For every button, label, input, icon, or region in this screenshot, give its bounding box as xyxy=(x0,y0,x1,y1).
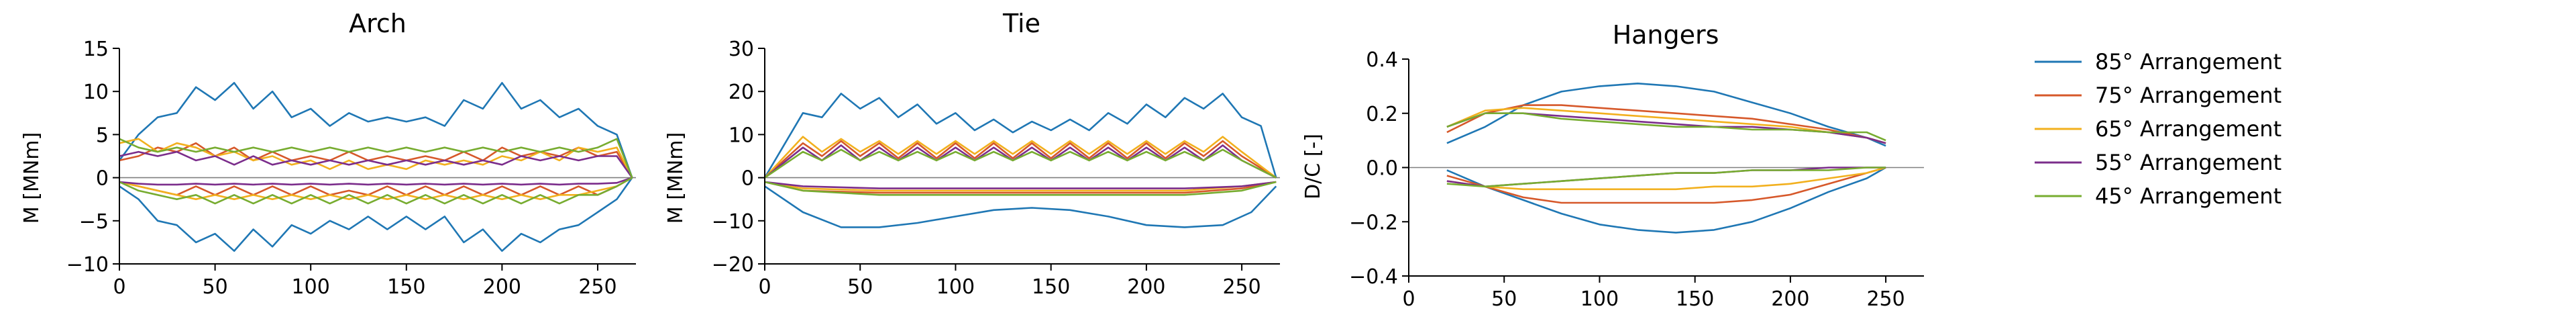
tie-x-tick-label: 250 xyxy=(1222,275,1260,299)
arch-ylabel: M [MNm] xyxy=(20,132,44,224)
tie-x-ticks: 0 50 100 150 200 250 xyxy=(758,264,1261,299)
hangers-series-group xyxy=(1446,83,1886,234)
hangers-y-tick-label: −0.2 xyxy=(1349,211,1398,234)
legend-item: 75° Arrangement xyxy=(2035,83,2282,108)
hangers-chart: Hangers D/C [-] −0.4 −0.2 0.0 0.2 0.4 0 50 100… xyxy=(1301,20,1924,311)
hangers-series-line xyxy=(1446,167,1886,234)
arch-chart: Arch M [MNm] −10 −5 0 5 10 15 0 50 100 150 200 250 xyxy=(20,9,636,299)
hangers-series-line xyxy=(1446,112,1886,142)
arch-series-line xyxy=(118,82,633,179)
arch-x-ticks: 0 50 100 150 200 250 xyxy=(113,264,617,299)
tie-x-tick-label: 0 xyxy=(758,275,771,299)
arch-series-line xyxy=(119,177,633,205)
arch-x-tick-label: 50 xyxy=(202,275,227,299)
arch-y-tick-label: −5 xyxy=(79,210,109,234)
arch-y-tick-label: 5 xyxy=(96,124,109,147)
tie-x-tick-label: 150 xyxy=(1032,275,1070,299)
hangers-x-tick-label: 250 xyxy=(1866,287,1904,311)
hangers-x-tick-label: 50 xyxy=(1491,287,1517,311)
hangers-y-tick-label: 0.2 xyxy=(1366,103,1398,126)
hangers-y-tick-label: 0.4 xyxy=(1366,48,1398,72)
arch-y-ticks: −10 −5 0 5 10 15 xyxy=(66,38,119,277)
arch-x-tick-label: 200 xyxy=(483,275,521,299)
hangers-x-tick-label: 0 xyxy=(1402,287,1415,311)
hangers-x-tick-label: 150 xyxy=(1676,287,1714,311)
hangers-x-tick-label: 200 xyxy=(1771,287,1809,311)
tie-chart: Tie M [MNm] −20 −10 0 10 20 30 0 50 100 150 200 25… xyxy=(664,9,1280,299)
tie-y-ticks: −20 −10 0 10 20 30 xyxy=(712,38,765,277)
arch-series-line xyxy=(119,177,633,186)
hangers-series-line xyxy=(1446,167,1886,204)
arch-series-line xyxy=(119,177,633,196)
arch-series-line xyxy=(119,138,633,179)
hangers-title: Hangers xyxy=(1613,20,1719,50)
tie-x-tick-label: 200 xyxy=(1127,275,1165,299)
tie-series-line xyxy=(764,148,1277,179)
tie-series-line xyxy=(764,140,1277,179)
tie-series-line xyxy=(763,93,1277,179)
legend-item: 85° Arrangement xyxy=(2035,49,2282,75)
arch-x-tick-label: 250 xyxy=(578,275,616,299)
hangers-y-ticks: −0.4 −0.2 0.0 0.2 0.4 xyxy=(1349,48,1409,289)
hangers-x-ticks: 0 50 100 150 200 250 xyxy=(1402,276,1905,311)
arch-series-line xyxy=(119,138,633,179)
hangers-series-line xyxy=(1446,167,1886,188)
hangers-y-tick-label: −0.4 xyxy=(1349,265,1398,289)
tie-x-tick-label: 50 xyxy=(847,275,873,299)
legend-label: 65° Arrangement xyxy=(2095,116,2282,142)
tie-title: Tie xyxy=(1002,9,1040,38)
legend-label: 85° Arrangement xyxy=(2095,49,2282,75)
tie-series-line xyxy=(764,185,1277,228)
arch-y-tick-label: 10 xyxy=(83,81,109,104)
arch-x-tick-label: 150 xyxy=(387,275,425,299)
tie-series-group xyxy=(763,93,1277,228)
tie-series-line xyxy=(764,181,1277,189)
tie-y-tick-label: 20 xyxy=(729,81,754,104)
tie-ylabel: M [MNm] xyxy=(664,132,688,224)
legend-item: 55° Arrangement xyxy=(2035,150,2282,175)
hangers-series-line xyxy=(1446,104,1886,144)
hangers-series-line xyxy=(1446,167,1886,191)
tie-series-line xyxy=(764,181,1277,196)
arch-series-line xyxy=(119,177,633,252)
legend-label: 75° Arrangement xyxy=(2095,83,2282,108)
arch-series-line xyxy=(119,177,633,201)
tie-series-line xyxy=(764,181,1277,192)
tie-x-tick-label: 100 xyxy=(936,275,975,299)
arch-title: Arch xyxy=(349,9,407,38)
tie-y-tick-label: 30 xyxy=(729,38,754,61)
hangers-x-tick-label: 100 xyxy=(1580,287,1619,311)
arch-series-group xyxy=(118,82,633,252)
tie-y-tick-label: −10 xyxy=(712,210,754,234)
legend-label: 45° Arrangement xyxy=(2095,183,2282,209)
arch-x-tick-label: 0 xyxy=(113,275,125,299)
tie-y-tick-label: 0 xyxy=(741,167,754,191)
arch-y-tick-label: 15 xyxy=(83,38,109,61)
hangers-ylabel: D/C [-] xyxy=(1301,134,1325,199)
legend-item: 65° Arrangement xyxy=(2035,116,2282,142)
tie-y-tick-label: 10 xyxy=(729,124,754,147)
tie-series-line xyxy=(764,136,1277,179)
legend-label: 55° Arrangement xyxy=(2095,150,2282,175)
hangers-series-line xyxy=(1446,83,1886,147)
arch-y-tick-label: −10 xyxy=(66,253,109,277)
hangers-y-tick-label: 0.0 xyxy=(1366,157,1398,181)
arch-x-tick-label: 100 xyxy=(292,275,330,299)
tie-y-tick-label: −20 xyxy=(712,253,754,277)
legend: 85° Arrangement 75° Arrangement 65° Arra… xyxy=(2035,49,2282,209)
arch-y-tick-label: 0 xyxy=(96,167,109,191)
arch-series-line xyxy=(119,150,633,179)
legend-item: 45° Arrangement xyxy=(2035,183,2282,209)
